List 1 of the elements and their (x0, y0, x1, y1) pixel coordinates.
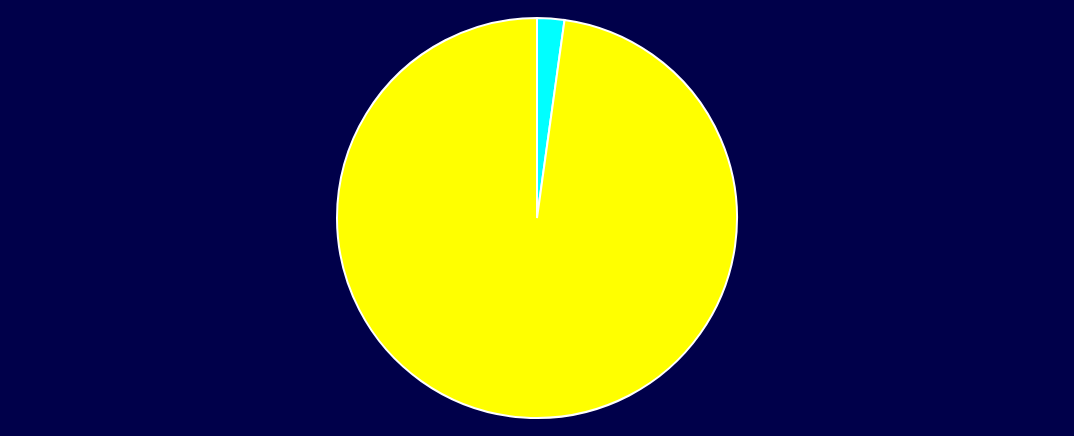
pie-slice (336, 17, 738, 419)
